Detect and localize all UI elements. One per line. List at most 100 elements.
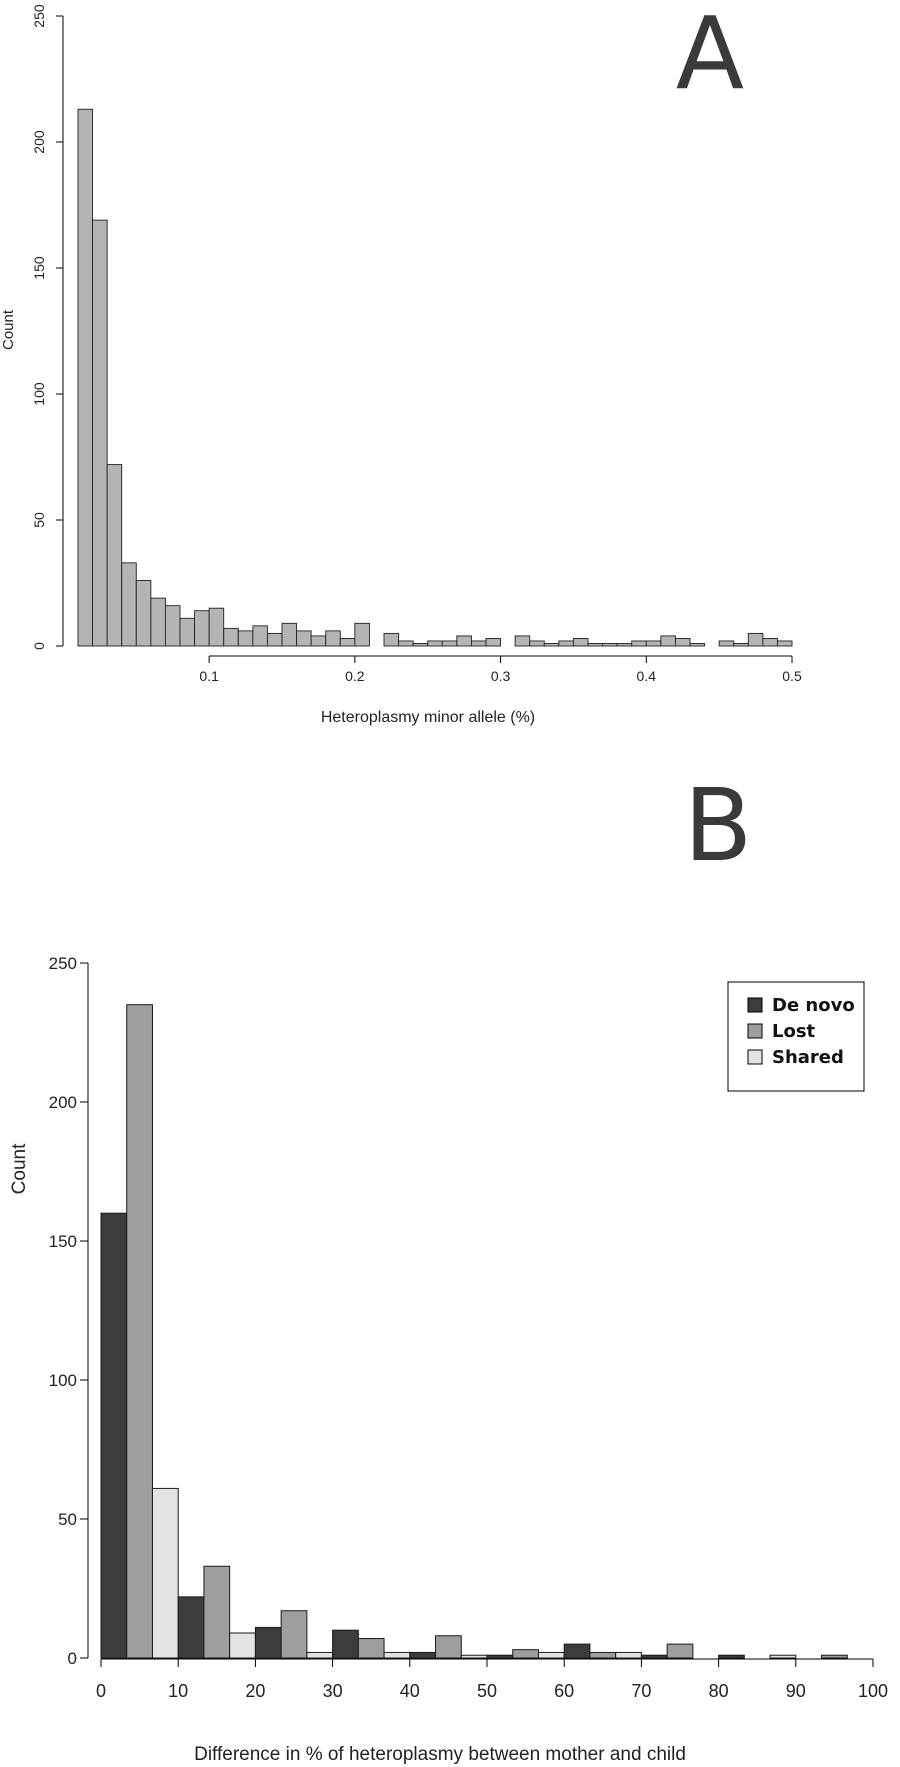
panel-b-bar-shared: [460, 1654, 488, 1659]
panel-a-y-tick-label: 250: [31, 4, 47, 28]
panel-b-bar-de-novo: [718, 1654, 745, 1659]
panel-b-bar-de-novo: [100, 1212, 128, 1659]
panel-a-bar: [266, 632, 283, 647]
panel-b-bar-lost: [203, 1565, 231, 1659]
panel-a-bar: [339, 637, 356, 647]
panel-a-bar: [733, 643, 749, 647]
panel-b-y-tick-label: 0: [68, 1649, 77, 1668]
panel-a-bar: [354, 622, 370, 647]
panel-a-x-tick-label: 0.2: [345, 668, 365, 684]
panel-a-bar: [645, 640, 662, 647]
panel-b-bar-de-novo: [563, 1643, 591, 1659]
panel-a-bar: [543, 643, 560, 647]
panel-b-x-tick-label: 70: [631, 1681, 651, 1701]
panel-a-bar: [587, 643, 604, 647]
panel-b-y-tick-label: 200: [49, 1093, 77, 1112]
panel-a-bar: [558, 640, 574, 647]
panel-a-bar: [325, 630, 341, 647]
panel-b-y-tick-label: 150: [49, 1232, 77, 1251]
panel-b-x-tick-label: 50: [477, 1681, 497, 1701]
panel-b-bar-lost: [435, 1635, 462, 1659]
panel-a-bar: [674, 637, 691, 647]
panel-b-bar-shared: [229, 1632, 256, 1659]
panel-b-bar-lost: [589, 1651, 617, 1659]
panel-a-bar: [310, 635, 327, 647]
panel-a-histogram: A 0 50 100 150 200 250 0.1 0.2 0.3 0.4 0.5 Hetero…: [0, 0, 802, 726]
panel-a-bar: [572, 637, 589, 647]
panel-a-bar: [776, 640, 793, 647]
panel-a-bars: [77, 108, 793, 647]
panel-a-bar: [660, 635, 676, 647]
legend-label: Shared: [772, 1047, 844, 1068]
panel-a-bar: [237, 630, 254, 647]
panel-b-x-tick-label: 80: [709, 1681, 729, 1701]
panel-b-bar-shared: [537, 1651, 565, 1659]
panel-b-y-axis-title: Count: [9, 1143, 30, 1194]
panel-b-x-tick-label: 90: [786, 1681, 806, 1701]
panel-a-x-axis-title: Heteroplasmy minor allele (%): [321, 709, 535, 726]
panel-b-bar-de-novo: [409, 1651, 437, 1659]
panel-a-x-ticks: 0.1 0.2 0.3 0.4 0.5: [199, 656, 802, 684]
panel-b-bar-shared: [383, 1651, 411, 1659]
panel-b-bar-shared: [151, 1487, 179, 1659]
panel-a-bar: [602, 643, 618, 647]
panel-b-y-tick-label: 50: [58, 1510, 77, 1529]
panel-a-x-tick-label: 0.4: [637, 668, 657, 684]
panel-a-bar: [718, 640, 735, 647]
panel-a-bar: [281, 622, 298, 647]
panel-a-y-tick-label: 200: [31, 130, 47, 154]
panel-a-bar: [77, 108, 94, 647]
legend-swatch: [747, 1049, 763, 1065]
panel-b-bar-lost: [821, 1654, 848, 1659]
panel-b-bar-de-novo: [254, 1626, 282, 1659]
panel-b-bar-lost: [666, 1643, 694, 1659]
panel-a-bar: [398, 640, 414, 647]
panel-b-x-tick-label: 60: [554, 1681, 574, 1701]
panel-a-bar: [296, 630, 312, 647]
panel-a-letter: A: [676, 0, 744, 112]
panel-b-x-tick-label: 100: [858, 1681, 888, 1701]
panel-b-bars: [100, 1004, 848, 1659]
panel-a-y-tick-label: 50: [31, 512, 47, 528]
panel-b-letter: B: [684, 767, 753, 884]
panel-b-x-tick-label: 20: [245, 1681, 265, 1701]
panel-b-bar-shared: [769, 1654, 797, 1659]
panel-b-bar-shared: [306, 1651, 334, 1659]
legend-swatch: [747, 997, 763, 1013]
panel-a-y-tick-label: 150: [31, 256, 47, 280]
panel-a-bar: [150, 597, 166, 647]
panel-b-bar-lost: [512, 1649, 539, 1659]
legend-swatch: [747, 1023, 763, 1039]
panel-b-legend: De novo Lost Shared: [727, 981, 865, 1092]
panel-a-bar: [179, 617, 196, 647]
panel-b-y-tick-label: 100: [49, 1371, 77, 1390]
panel-a-bar: [223, 627, 239, 647]
panel-b-bar-de-novo: [486, 1654, 514, 1659]
panel-a-bar: [470, 640, 487, 647]
panel-b-x-tick-label: 40: [400, 1681, 420, 1701]
panel-b-x-ticks: 0 10 20 30 40 50 60 70 80 90 100: [96, 1659, 888, 1701]
panel-a-bar: [135, 580, 152, 647]
panel-b-bar-lost: [126, 1004, 153, 1659]
panel-a-bar: [252, 625, 268, 647]
panel-b-histogram: B 0 50 100 150 200 250 0 10 20 30 40 50 60 70 80 90 100…: [9, 767, 888, 1765]
panel-b-y-tick-label: 250: [49, 954, 77, 973]
panel-a-bar: [92, 219, 108, 647]
panel-a-bar: [747, 632, 764, 647]
panel-b-bar-de-novo: [640, 1654, 668, 1659]
panel-a-bar: [485, 637, 502, 647]
panel-a-x-tick-label: 0.3: [491, 668, 511, 684]
panel-b-x-tick-label: 10: [168, 1681, 188, 1701]
panel-a-bar: [529, 640, 545, 647]
panel-a-bar: [762, 637, 778, 647]
panel-a-x-tick-label: 0.5: [782, 668, 802, 684]
panel-a-bar: [208, 607, 225, 647]
panel-b-bar-lost: [357, 1638, 385, 1659]
panel-b-bar-de-novo: [177, 1596, 205, 1659]
panel-a-x-tick-label: 0.1: [199, 668, 219, 684]
panel-a-y-ticks: 0 50 100 150 200 250: [31, 4, 63, 650]
panel-b-x-axis-title: Difference in % of heteroplasmy between …: [194, 1744, 686, 1765]
panel-a-y-axis-title: Count: [0, 309, 17, 350]
panel-a-y-tick-label: 0: [31, 642, 47, 650]
